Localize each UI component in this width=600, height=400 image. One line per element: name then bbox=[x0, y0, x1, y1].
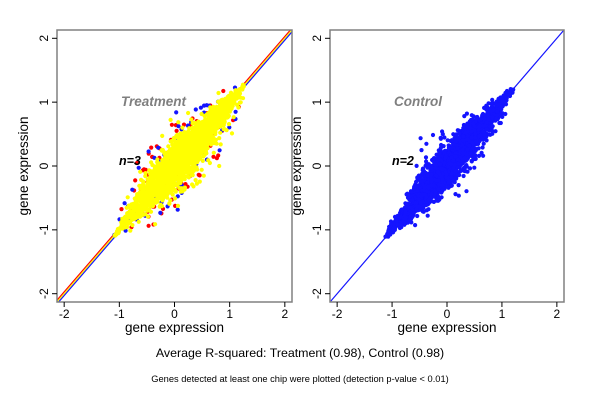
r-squared-caption: Average R-squared: Treatment (0.98), Con… bbox=[155, 346, 445, 360]
x-tick-label: -1 bbox=[387, 307, 398, 321]
y-tick-label: 2 bbox=[37, 35, 51, 42]
treatment-panel-title: Treatment bbox=[121, 94, 187, 109]
panel-treatment: -2 -1 0 1 2 -2 -1 0 1 2 Treatment n=3 gene expre… bbox=[16, 29, 293, 335]
x-tick-label: 1 bbox=[499, 307, 506, 321]
y-tick-label: 1 bbox=[37, 98, 51, 105]
control-x-axis-label: gene expression bbox=[397, 320, 496, 335]
y-tick-label: -2 bbox=[310, 288, 324, 299]
plots-svg: -2 -1 0 1 2 -2 -1 0 1 2 Treatment n=3 gene expre… bbox=[16, 29, 565, 335]
y-tick-label: 2 bbox=[310, 35, 324, 42]
y-tick-label: -2 bbox=[37, 288, 51, 299]
control-panel-title: Control bbox=[394, 94, 442, 109]
x-tick-label: -2 bbox=[332, 307, 343, 321]
yellow-core-points bbox=[112, 82, 246, 238]
y-tick-label: -1 bbox=[310, 224, 324, 235]
x-tick-label: 0 bbox=[171, 307, 178, 321]
blue-core-points bbox=[383, 87, 516, 239]
treatment-scatter-points bbox=[112, 82, 246, 238]
treatment-y-axis-ticks: -2 -1 0 1 2 bbox=[37, 35, 57, 299]
y-tick-label: 0 bbox=[310, 162, 324, 169]
treatment-y-axis-label: gene expression bbox=[16, 116, 31, 215]
control-scatter-points bbox=[383, 87, 516, 239]
control-y-axis-ticks: -2 -1 0 1 2 bbox=[310, 35, 330, 299]
detection-footnote: Genes detected at least one chip were pl… bbox=[151, 374, 449, 384]
y-tick-label: 0 bbox=[37, 162, 51, 169]
panel-control: -2 -1 0 1 2 -2 -1 0 1 2 Control n=2 gene express… bbox=[289, 29, 565, 335]
y-tick-label: 1 bbox=[310, 98, 324, 105]
control-n-annotation: n=2 bbox=[392, 154, 414, 168]
x-tick-label: -1 bbox=[114, 307, 125, 321]
x-tick-label: 0 bbox=[444, 307, 451, 321]
x-tick-label: 2 bbox=[281, 307, 288, 321]
treatment-x-axis-ticks: -2 -1 0 1 2 bbox=[59, 302, 288, 321]
x-tick-label: 2 bbox=[554, 307, 561, 321]
treatment-x-axis-label: gene expression bbox=[125, 320, 224, 335]
x-tick-label: -2 bbox=[59, 307, 70, 321]
x-tick-label: 1 bbox=[226, 307, 233, 321]
treatment-n-annotation: n=3 bbox=[119, 154, 141, 168]
control-x-axis-ticks: -2 -1 0 1 2 bbox=[332, 302, 561, 321]
control-y-axis-label: gene expression bbox=[289, 116, 304, 215]
y-tick-label: -1 bbox=[37, 224, 51, 235]
